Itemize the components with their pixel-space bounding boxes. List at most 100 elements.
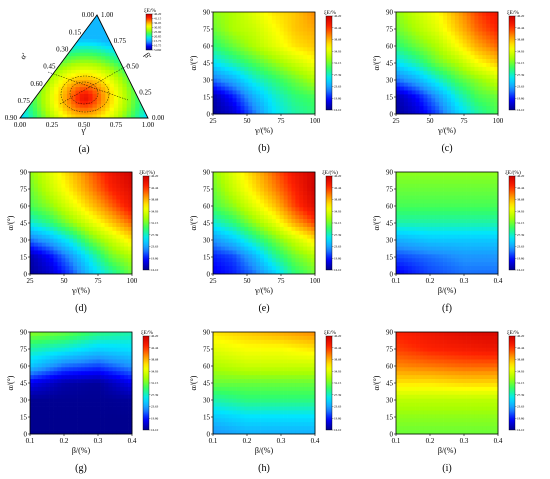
heatmap-cell [224, 15, 230, 21]
heatmap-cell [439, 110, 444, 115]
heatmap-cell [228, 191, 233, 196]
heatmap-cell [66, 73, 72, 78]
heatmap-cell [275, 106, 281, 111]
heatmap-cell [478, 82, 483, 87]
heatmap-cell [120, 351, 125, 356]
heatmap-cell [295, 70, 300, 76]
heatmap-cell [126, 93, 132, 98]
heatmap-cell [37, 59, 42, 64]
heatmap-cell [260, 175, 265, 181]
heatmap-cell [100, 246, 105, 251]
heatmap-cell [61, 254, 66, 259]
heatmap-cell [113, 83, 119, 88]
heatmap-cell [458, 215, 464, 220]
heatmap-cell [427, 110, 432, 115]
heatmap-cell [30, 211, 35, 216]
heatmap-cell [287, 31, 292, 36]
heatmap-cell [275, 238, 281, 243]
heatmap-cell [295, 223, 300, 228]
heatmap-cell [224, 175, 230, 181]
heatmap-cell [112, 195, 117, 200]
heatmap-cell [58, 111, 64, 115]
heatmap-cell [66, 52, 72, 57]
heatmap-cell [100, 359, 105, 364]
heatmap-cell [37, 351, 43, 356]
panel-c: 25 50 75 1000153045607590γ/(%)α/(°)ξE/%46.2… [372, 8, 525, 154]
heatmap-cell [494, 86, 499, 91]
heatmap-cell [24, 73, 29, 78]
heatmap-cell [411, 223, 416, 228]
heatmap-cell [439, 187, 444, 192]
heatmap-cell [65, 219, 70, 224]
heatmap-cell [447, 23, 452, 29]
heatmap-cell [104, 332, 109, 337]
heatmap-cell [443, 39, 448, 44]
heatmap-cell [267, 15, 273, 21]
heatmap-cell [20, 66, 25, 71]
heatmap-cell [403, 230, 409, 236]
heatmap-cell [120, 215, 125, 220]
heatmap-cell [494, 27, 499, 32]
heatmap-cell [454, 238, 460, 243]
heatmap-cell [267, 179, 273, 185]
colorbar-tick-label: 27.39 [334, 233, 342, 237]
y-tick-label: 75 [20, 185, 28, 193]
heatmap-cell [128, 262, 133, 267]
heatmap-cell [61, 363, 66, 368]
heatmap-cell [458, 12, 464, 17]
heatmap-cell [447, 55, 452, 60]
heatmap-cell [474, 183, 479, 189]
heatmap-cell [112, 226, 117, 232]
bottom-axis-label: γ' [81, 126, 88, 135]
heatmap-cell [57, 383, 62, 388]
heatmap-cell [20, 76, 25, 81]
heatmap-cell [439, 86, 444, 91]
heatmap-cell [466, 35, 471, 40]
heatmap-cell [220, 266, 226, 271]
heatmap-cell [399, 12, 405, 17]
heatmap-cell [295, 74, 300, 80]
heatmap-cell [244, 179, 249, 185]
heatmap-cell [41, 18, 46, 23]
heatmap-cell [482, 86, 487, 91]
heatmap-cell [220, 74, 226, 80]
heatmap-cell [283, 250, 288, 255]
heatmap-cell [104, 207, 109, 212]
heatmap-cell [435, 19, 440, 25]
heatmap-cell [466, 23, 471, 29]
heatmap-cell [112, 339, 117, 345]
heatmap-cell [244, 187, 249, 192]
heatmap-cell [431, 223, 436, 228]
heatmap-cell [24, 69, 29, 74]
heatmap-cell [37, 367, 43, 372]
heatmap-cell [213, 86, 218, 91]
heatmap-cell [295, 230, 300, 236]
heatmap-cell [220, 63, 226, 68]
heatmap-cell [458, 179, 464, 185]
heatmap-cell [75, 97, 81, 102]
heatmap-cell [303, 110, 308, 115]
heatmap-cell [228, 187, 233, 192]
heatmap-cell [466, 55, 471, 60]
heatmap-cell [105, 73, 110, 78]
heatmap-cell [299, 242, 304, 247]
heatmap-cell [109, 104, 115, 109]
heatmap-cell [224, 203, 230, 208]
heatmap-cell [213, 254, 218, 259]
heatmap-cell [411, 43, 416, 48]
heatmap-cell [454, 219, 460, 224]
heatmap-cell [109, 32, 115, 36]
heatmap-cell [267, 258, 273, 263]
heatmap-cell [252, 226, 257, 232]
heatmap-cell [474, 70, 479, 76]
heatmap-cell [216, 86, 222, 91]
heatmap-cell [447, 27, 452, 32]
heatmap-cell [66, 69, 72, 74]
heatmap-cell [84, 45, 89, 50]
heatmap-cell [69, 254, 74, 259]
heatmap-cell [435, 35, 440, 40]
heatmap-cell [466, 234, 471, 240]
heatmap-cell [291, 51, 296, 56]
heatmap-cell [139, 42, 145, 47]
